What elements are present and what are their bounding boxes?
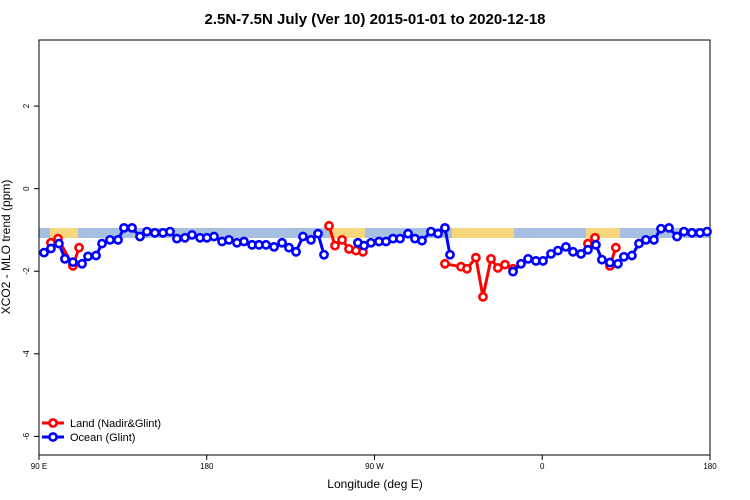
- data-point: [664, 222, 674, 233]
- data-point: [613, 258, 623, 269]
- data-point: [366, 237, 376, 248]
- data-point: [127, 222, 137, 233]
- data-point: [54, 238, 64, 249]
- x-tick-label: 0: [540, 462, 545, 471]
- y-tick-label: 2: [22, 103, 31, 108]
- data-point: [224, 234, 234, 245]
- data-point: [508, 266, 518, 277]
- data-point: [462, 263, 472, 274]
- data-point: [74, 242, 84, 253]
- data-point: [516, 258, 526, 269]
- legend-marker: [48, 432, 58, 442]
- data-point: [440, 222, 450, 233]
- data-point: [119, 222, 129, 233]
- data-point: [500, 259, 510, 270]
- data-point: [330, 240, 340, 251]
- data-point: [187, 230, 197, 240]
- data-point: [165, 226, 175, 237]
- data-point: [324, 220, 334, 231]
- data-point: [77, 258, 87, 269]
- y-tick-label: -6: [22, 432, 31, 440]
- data-point: [627, 250, 637, 261]
- legend-label: Land (Nadir&Glint): [70, 418, 161, 430]
- data-point: [523, 253, 533, 264]
- data-point: [306, 234, 316, 245]
- data-point: [337, 234, 347, 245]
- data-point: [395, 233, 405, 244]
- data-point: [105, 234, 115, 245]
- x-axis-label: Longitude (deg E): [327, 477, 422, 491]
- data-point: [656, 223, 666, 234]
- data-point: [113, 234, 123, 245]
- data-point: [403, 228, 413, 239]
- data-point: [135, 231, 145, 242]
- data-point: [596, 254, 607, 265]
- legend-label: Ocean (Glint): [70, 432, 135, 444]
- data-point: [583, 244, 593, 255]
- data-point: [634, 238, 644, 249]
- data-point: [687, 227, 697, 238]
- data-point: [553, 245, 563, 256]
- data-point: [486, 253, 496, 264]
- data-point: [433, 228, 443, 239]
- data-point: [610, 242, 621, 253]
- data-point: [142, 226, 152, 237]
- data-point: [91, 250, 101, 261]
- land-patch: [586, 228, 620, 238]
- land-ocean-band: [39, 228, 710, 238]
- data-point: [319, 249, 329, 260]
- data-point: [702, 226, 712, 237]
- data-point: [313, 228, 323, 239]
- y-tick-label: -2: [22, 267, 31, 275]
- data-point: [277, 237, 287, 248]
- x-tick-label: 180: [200, 462, 214, 471]
- data-point: [68, 257, 78, 268]
- land-patch: [452, 228, 514, 238]
- data-point: [591, 239, 601, 250]
- data-point: [440, 258, 450, 269]
- land-patch: [50, 228, 78, 238]
- data-point: [83, 251, 93, 262]
- land-patch: [330, 228, 365, 238]
- x-tick-label: 90 E: [31, 462, 47, 471]
- data-point: [568, 246, 578, 257]
- data-point: [291, 246, 301, 257]
- data-point: [209, 231, 219, 242]
- y-axis-label: XCO2 - MLO trend (ppm): [0, 180, 13, 315]
- data-point: [605, 257, 615, 268]
- x-tick-label: 90 W: [365, 462, 384, 471]
- data-point: [298, 231, 308, 242]
- data-point: [60, 253, 70, 264]
- data-point: [470, 252, 481, 263]
- data-point: [239, 236, 249, 247]
- chart-title: 2.5N-7.5N July (Ver 10) 2015-01-01 to 20…: [204, 11, 545, 28]
- data-point: [46, 243, 56, 254]
- data-point: [97, 238, 107, 249]
- data-point: [172, 233, 182, 244]
- y-tick-label: -4: [22, 350, 31, 358]
- data-point: [618, 251, 629, 262]
- legend: Land (Nadir&Glint) Ocean (Glint): [42, 418, 161, 444]
- data-point: [576, 249, 586, 259]
- data-point: [39, 247, 49, 258]
- data-point: [679, 226, 689, 237]
- data-point: [648, 234, 659, 245]
- data-point: [261, 239, 271, 250]
- data-point: [284, 242, 294, 253]
- y-tick-label: 0: [22, 186, 31, 191]
- data-point: [538, 256, 548, 266]
- data-point: [640, 234, 651, 245]
- legend-marker: [48, 418, 58, 428]
- data-point: [269, 241, 279, 252]
- data-point: [561, 241, 571, 252]
- data-point: [445, 249, 455, 260]
- data-point: [150, 227, 160, 238]
- data-point: [417, 235, 427, 246]
- data-point: [478, 291, 488, 302]
- ocean-band: [39, 228, 710, 238]
- x-tick-label: 180: [703, 462, 717, 471]
- data-point: [672, 231, 682, 242]
